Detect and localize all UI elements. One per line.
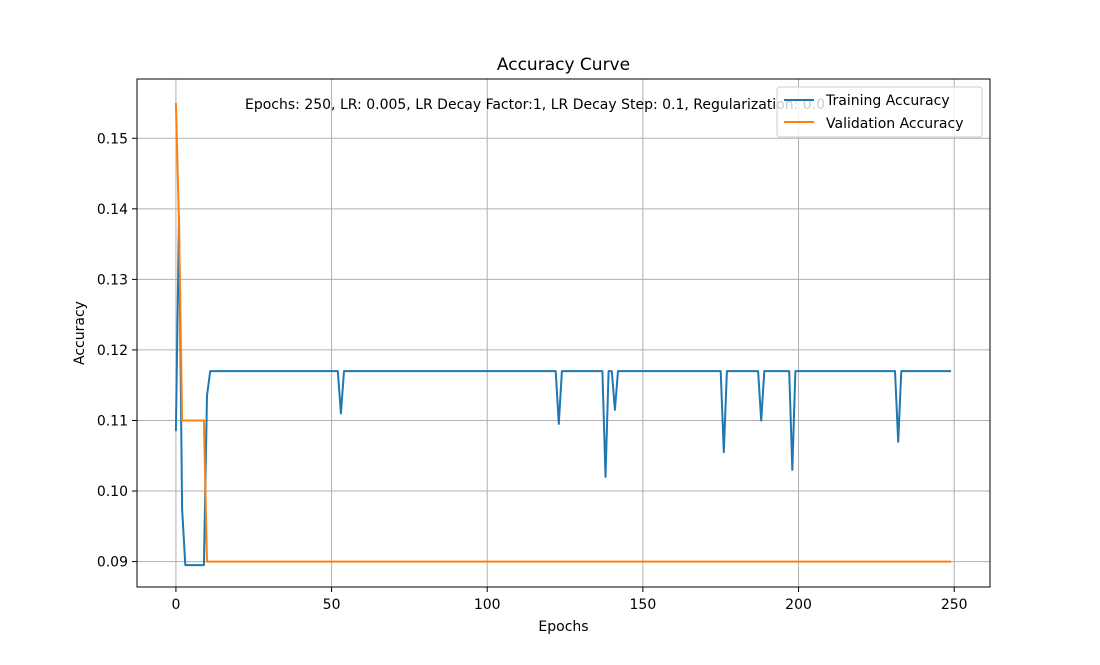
y-tick-label: 0.09 (97, 555, 128, 571)
y-axis-label: Accuracy (72, 301, 88, 365)
y-tick-label: 0.15 (97, 131, 128, 147)
validation-accuracy-line (174, 102, 952, 563)
y-tick-label: 0.12 (97, 343, 128, 359)
x-tick-label: 200 (785, 597, 812, 613)
y-tick-label: 0.10 (97, 484, 128, 500)
axis-ticks: 0 50 100 150 200 250 0.09 0.10 0.11 0.12 0.13 0.14 0… (97, 131, 968, 613)
x-tick-label: 50 (323, 597, 341, 613)
x-tick-label: 250 (941, 597, 968, 613)
x-tick-label: 100 (474, 597, 501, 613)
y-tick-label: 0.11 (97, 413, 128, 429)
x-tick-label: 150 (630, 597, 657, 613)
y-tick-label: 0.13 (97, 272, 128, 288)
chart-annotation: Epochs: 250, LR: 0.005, LR Decay Factor:… (245, 97, 825, 113)
legend-label-training: Training Accuracy (825, 93, 950, 109)
x-axis-label: Epochs (538, 619, 588, 635)
y-tick-label: 0.14 (97, 202, 128, 218)
plot-area-frame (136, 78, 991, 588)
legend: Training Accuracy Validation Accuracy (776, 86, 983, 138)
x-tick-label: 0 (171, 597, 180, 613)
training-accuracy-line (174, 214, 952, 567)
chart-title: Accuracy Curve (497, 55, 630, 75)
legend-box (776, 86, 983, 138)
legend-label-validation: Validation Accuracy (826, 116, 964, 132)
series-lines (174, 102, 952, 567)
